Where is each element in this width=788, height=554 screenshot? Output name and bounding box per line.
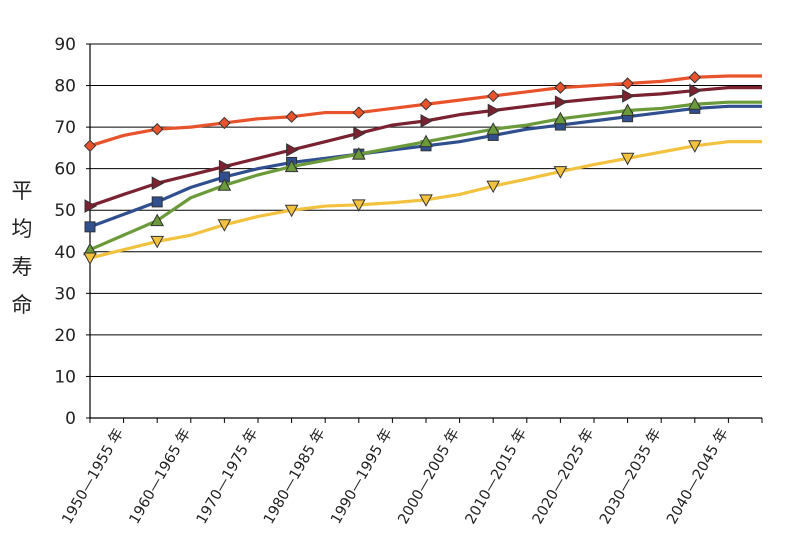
y-axis-label-char: 平	[12, 179, 33, 203]
data-point	[284, 204, 299, 218]
data-point	[419, 194, 433, 207]
data-point	[687, 140, 702, 153]
x-tick-label: 1960—1965 年	[126, 426, 194, 528]
data-point	[620, 152, 635, 166]
data-point	[285, 110, 298, 123]
data-point	[553, 111, 568, 125]
y-tick-label: 70	[54, 118, 76, 138]
y-tick-label: 0	[65, 409, 76, 429]
y-tick-label: 80	[54, 77, 76, 97]
x-tick-label: 1990—1995 年	[327, 426, 395, 528]
y-axis-label-char: 寿	[12, 255, 33, 279]
y-tick-labels: 0 10 20 30 40 50 60 70 80 90	[54, 35, 76, 429]
data-point	[553, 166, 568, 179]
data-point	[687, 97, 702, 110]
y-tick-label: 60	[54, 160, 76, 180]
data-point	[486, 89, 500, 103]
data-point	[217, 219, 232, 232]
data-point	[150, 213, 165, 227]
data-point	[84, 221, 96, 233]
data-point	[286, 143, 299, 157]
data-point	[151, 196, 163, 208]
x-tick-label: 1970—1975 年	[193, 426, 261, 528]
data-point	[352, 106, 366, 119]
data-point	[420, 114, 434, 128]
series-group	[83, 71, 762, 266]
y-tick-label: 30	[54, 284, 76, 304]
series-1	[84, 83, 762, 213]
x-tick-label: 2010—2015 年	[462, 426, 530, 528]
x-tick-label: 2040—2045 年	[663, 426, 731, 528]
y-tick-label: 40	[54, 243, 76, 263]
data-point	[689, 83, 702, 98]
data-point	[218, 159, 232, 174]
axes	[86, 43, 763, 423]
x-tick-label: 1980—1985 年	[260, 426, 328, 528]
x-tick-label: 2030—2035 年	[596, 426, 664, 528]
y-axis-label-char: 均	[12, 217, 33, 241]
data-point	[621, 77, 634, 90]
x-tick-label: 2000—2005 年	[395, 425, 463, 527]
x-tick-label: 1950—1955 年	[59, 426, 127, 528]
data-point	[554, 81, 567, 94]
data-point	[217, 178, 232, 191]
data-point	[487, 103, 501, 118]
data-point	[688, 71, 702, 84]
data-point	[353, 126, 366, 141]
data-point	[83, 139, 97, 153]
data-point	[554, 95, 568, 110]
series-0	[83, 71, 762, 153]
data-point	[622, 89, 635, 103]
x-tick-labels: 1950—1955 年 1960—1965 年 1970—1975 年 1980—19…	[59, 425, 732, 527]
y-axis-label-char: 命	[12, 293, 33, 317]
data-point	[419, 98, 433, 111]
data-point	[284, 159, 299, 173]
y-tick-label: 50	[54, 201, 76, 221]
data-point	[218, 116, 231, 130]
data-point	[150, 235, 165, 249]
data-point	[486, 180, 501, 194]
data-point	[151, 176, 165, 191]
y-tick-label: 10	[54, 367, 76, 387]
x-tick-label: 2020—2025 年	[529, 426, 597, 528]
data-point	[351, 147, 366, 160]
data-point	[620, 103, 635, 116]
data-point	[150, 122, 164, 136]
series-3	[83, 97, 762, 256]
y-tick-label: 90	[54, 35, 76, 55]
data-point	[84, 199, 98, 213]
data-point	[419, 134, 433, 148]
data-point	[486, 122, 501, 135]
data-point	[351, 199, 366, 212]
y-tick-label: 20	[54, 326, 76, 346]
data-point	[83, 252, 97, 266]
series-4	[83, 140, 762, 266]
